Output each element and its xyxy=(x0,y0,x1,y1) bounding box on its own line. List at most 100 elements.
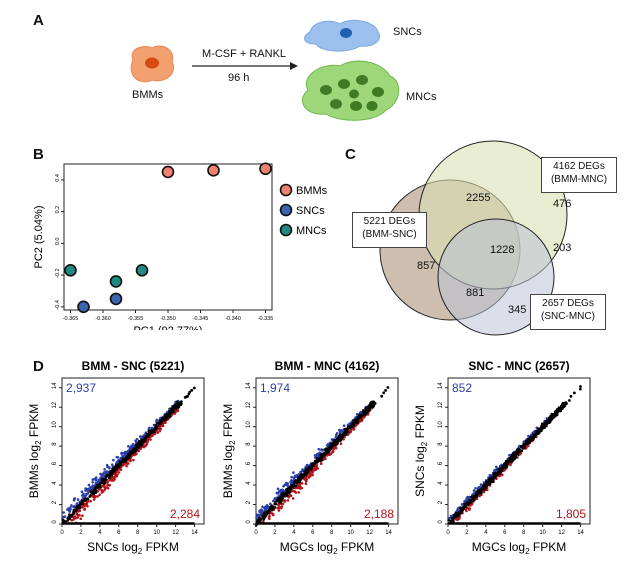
expression-dot xyxy=(76,498,80,501)
expression-dot xyxy=(288,486,291,489)
expression-dot xyxy=(310,465,314,469)
expression-dot xyxy=(115,470,119,473)
pca-y-axis-label: PC2 (5.04%) xyxy=(33,206,45,269)
expression-dot xyxy=(127,455,130,458)
expression-dot xyxy=(291,497,295,500)
expression-x-tick-label: 14 xyxy=(577,530,584,536)
up-regulated-count: 2,937 xyxy=(66,381,96,395)
expression-dot xyxy=(527,434,530,438)
expression-dot xyxy=(338,428,341,432)
expression-dot xyxy=(537,430,541,433)
expression-dot xyxy=(120,452,123,455)
expression-dot xyxy=(342,424,346,427)
expression-dot xyxy=(192,386,196,390)
expression-dot xyxy=(84,499,87,502)
expression-dot xyxy=(468,507,472,510)
expression-dot xyxy=(455,509,459,513)
expression-dots xyxy=(254,386,390,527)
expression-dot xyxy=(262,518,265,521)
expression-dot xyxy=(311,473,315,477)
expression-dot xyxy=(464,503,467,507)
expression-dot xyxy=(482,481,486,484)
expression-dot xyxy=(302,473,306,477)
expression-dot xyxy=(261,514,264,518)
mnc-cell-icon xyxy=(302,60,400,121)
pca-point-sncs xyxy=(109,292,123,306)
panel-d-label: D xyxy=(33,358,44,375)
expression-dot xyxy=(143,444,147,448)
expression-dot xyxy=(116,460,119,464)
expression-dot xyxy=(339,442,343,445)
expression-x-axis-label: MGCs log2 FPKM xyxy=(472,540,566,556)
expression-dot xyxy=(321,449,324,452)
expression-dot xyxy=(155,418,159,422)
expression-dot xyxy=(540,424,544,428)
expression-dot xyxy=(368,405,372,409)
expression-dot xyxy=(128,458,132,462)
expression-dot xyxy=(286,499,290,502)
expression-dot xyxy=(369,401,373,405)
expression-dot xyxy=(354,416,358,419)
expression-dot xyxy=(461,503,464,506)
expression-dot xyxy=(272,499,275,503)
expression-dot xyxy=(72,505,75,509)
expression-dot xyxy=(294,491,298,494)
expression-dot xyxy=(509,462,512,465)
expression-dot xyxy=(371,403,374,407)
expression-dot xyxy=(142,438,146,441)
expression-dot xyxy=(525,445,529,448)
expression-dot xyxy=(82,492,85,496)
snc-nucleus-icon xyxy=(340,28,352,38)
expression-dot xyxy=(545,419,549,422)
expression-dot xyxy=(293,476,296,479)
expression-y-tick-label: 4 xyxy=(438,481,444,485)
expression-dot xyxy=(288,493,292,496)
duration-label: 96 h xyxy=(228,72,250,84)
expression-plot-title: BMM - SNC (5221) xyxy=(82,359,185,373)
expression-dot xyxy=(106,471,109,474)
expression-dot xyxy=(517,450,521,454)
expression-y-tick-label: 8 xyxy=(438,442,444,446)
expression-y-tick-label: 14 xyxy=(52,382,58,389)
expression-dot xyxy=(313,468,317,472)
expression-dot xyxy=(273,506,277,509)
expression-x-tick-label: 8 xyxy=(330,530,334,536)
expression-dot xyxy=(285,483,289,487)
expression-dot xyxy=(162,417,166,421)
expression-dot xyxy=(551,415,555,418)
expression-dot xyxy=(334,441,338,445)
down-regulated-count: 2,188 xyxy=(364,507,394,521)
expression-dot xyxy=(127,462,130,465)
expression-dot xyxy=(289,480,292,484)
expression-dot xyxy=(123,462,126,466)
expression-dot xyxy=(278,501,281,504)
expression-dot xyxy=(361,416,364,420)
expression-dot xyxy=(532,435,535,439)
expression-y-tick-label: 10 xyxy=(246,421,252,428)
expression-dot xyxy=(96,495,99,498)
mnc-nuclei-icon xyxy=(320,75,384,111)
expression-dot xyxy=(140,442,144,445)
expression-dot xyxy=(260,511,263,515)
expression-dot xyxy=(547,421,551,424)
expression-dot xyxy=(467,501,471,505)
panel-a-schematic xyxy=(130,19,400,121)
expression-dot xyxy=(521,446,525,449)
expression-dot xyxy=(279,488,283,492)
pca-legend-label: BMMs xyxy=(296,185,328,197)
expression-dot xyxy=(125,464,128,468)
expression-dot xyxy=(488,473,492,477)
expression-y-axis-label: BMMs log2 FPKM xyxy=(27,404,43,498)
expression-dot xyxy=(474,494,478,497)
venn-circle-snc-mnc xyxy=(437,218,555,336)
expression-dot xyxy=(281,502,285,506)
expression-dot xyxy=(549,416,552,420)
expression-dot xyxy=(488,480,491,484)
expression-dot xyxy=(341,435,344,438)
expression-y-tick-label: 14 xyxy=(246,382,252,389)
expression-dot xyxy=(271,512,275,516)
expression-y-tick-label: 12 xyxy=(52,401,58,408)
expression-dot xyxy=(108,471,112,475)
expression-dot xyxy=(105,478,108,481)
expression-y-tick-label: 12 xyxy=(246,401,252,408)
